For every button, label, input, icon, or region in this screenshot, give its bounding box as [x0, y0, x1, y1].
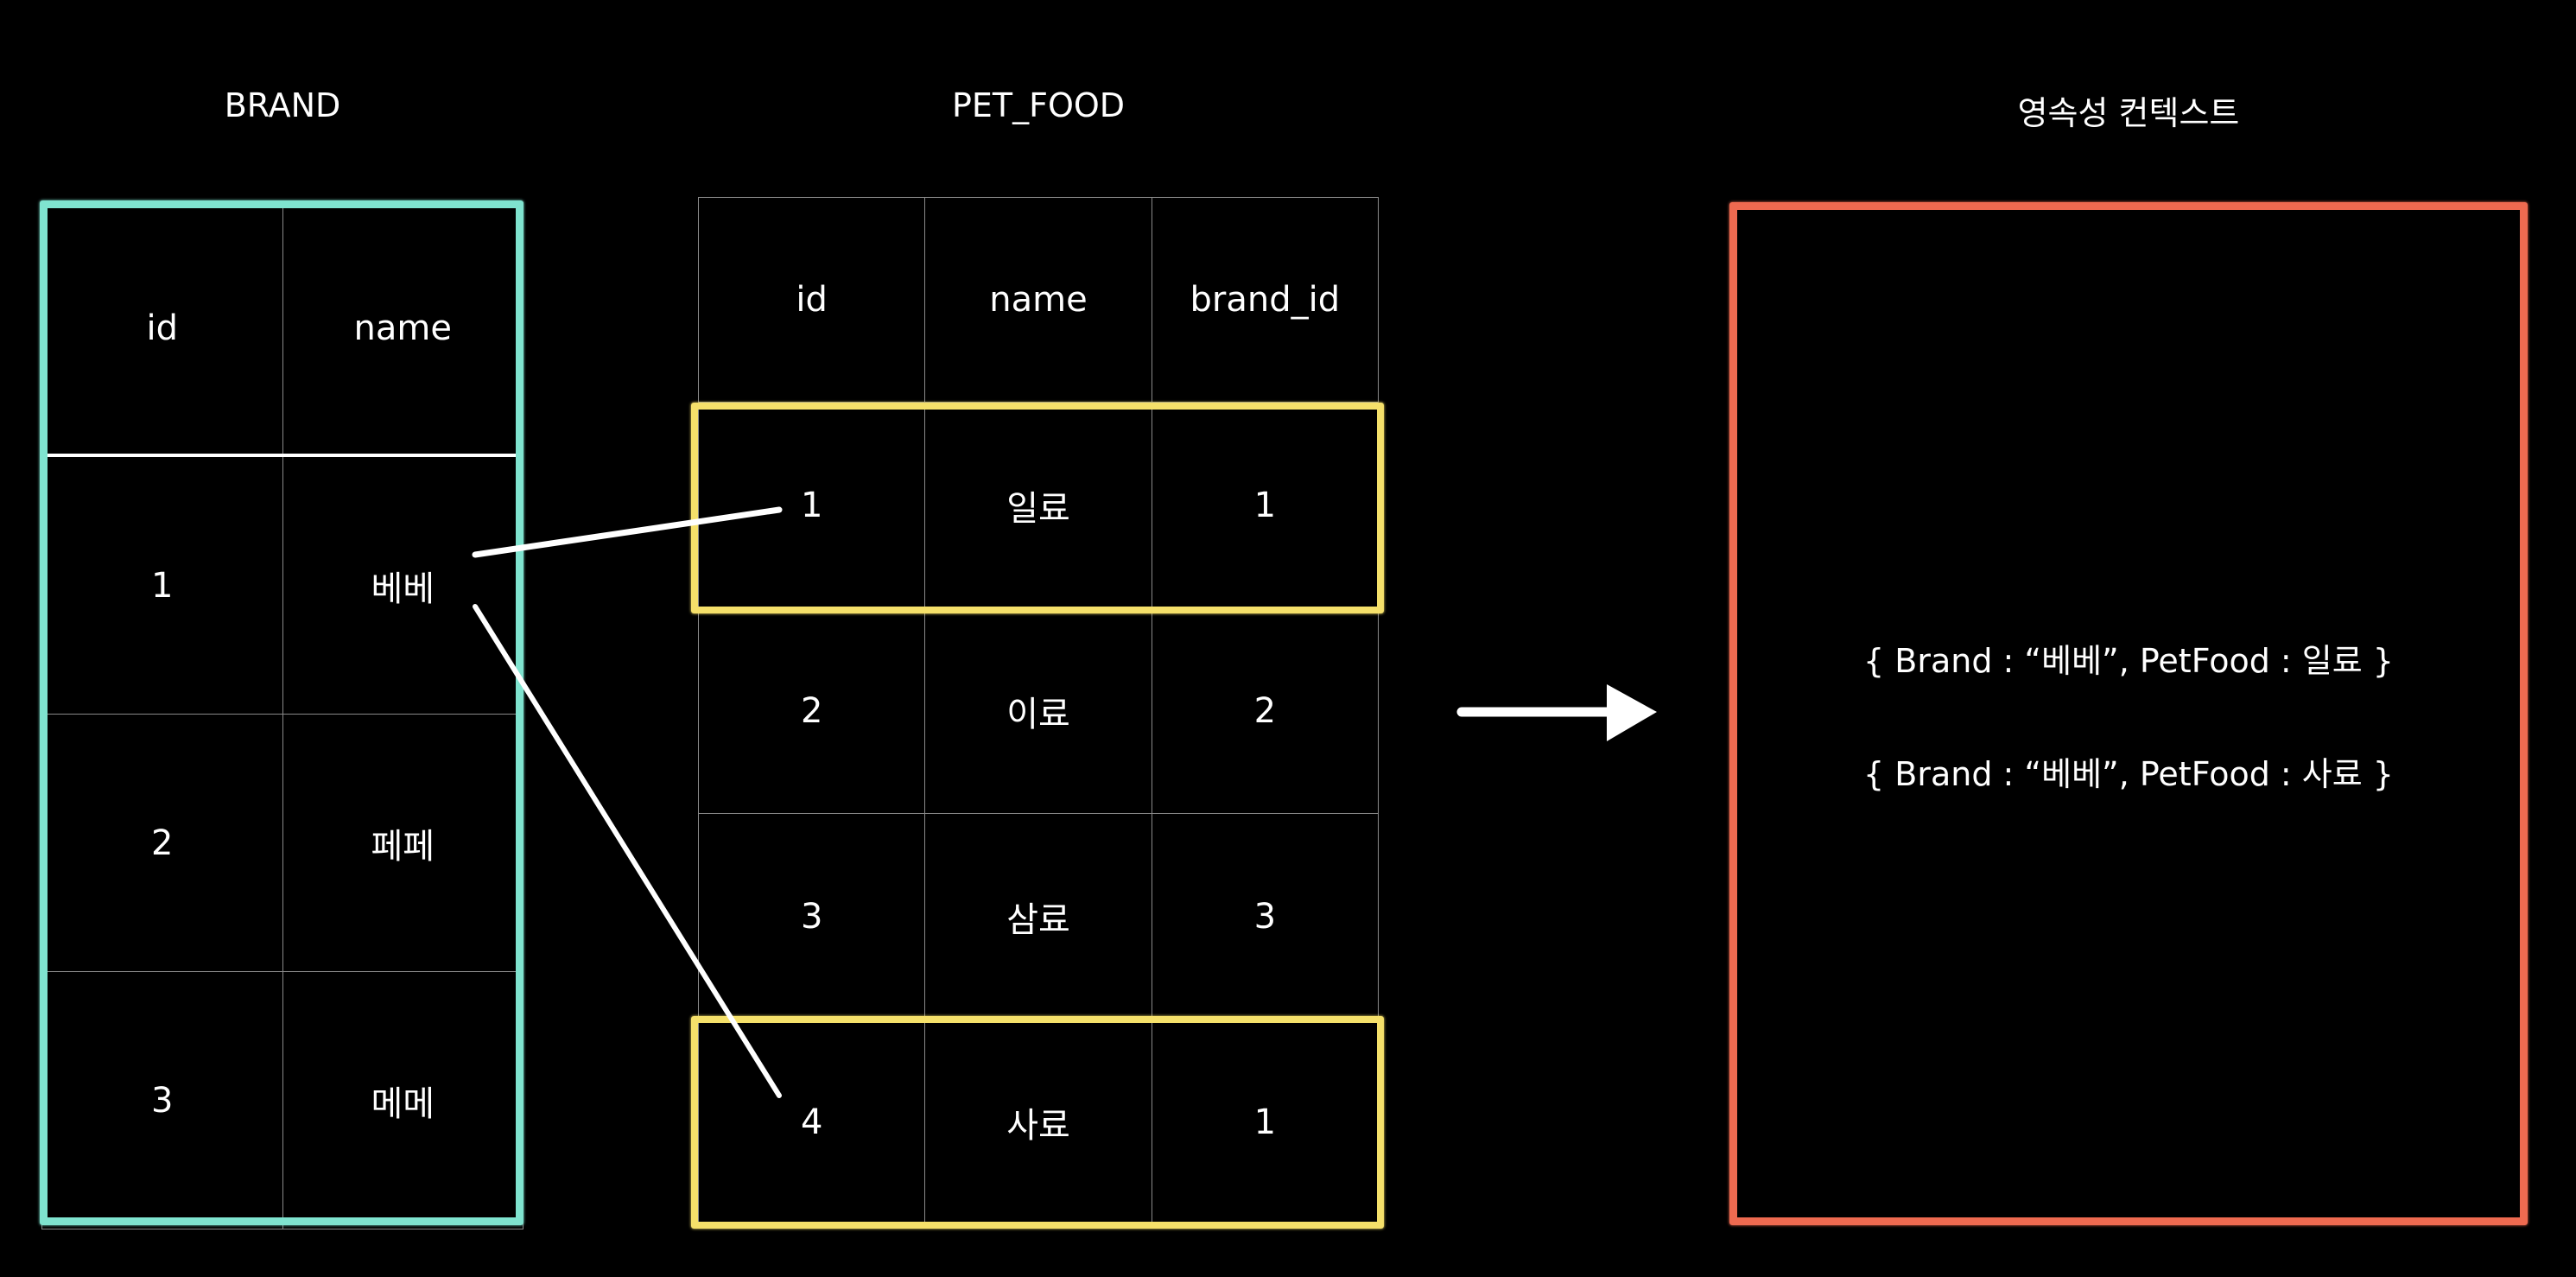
cell-brand-id: 3: [1151, 813, 1380, 1020]
cell-brand-id: 2: [1151, 607, 1380, 814]
cell-id: 4: [697, 1019, 926, 1225]
brand-table-outline: [40, 200, 523, 1225]
header-cell-brand-id: brand_id: [1151, 197, 1380, 403]
context-entry-2: { Brand : “베베”, PetFood : 사료 }: [1863, 755, 2394, 793]
table-row: 3 삼료 3: [697, 813, 1380, 1020]
cell-name: 사료: [924, 1019, 1152, 1225]
persistence-context-box: [1729, 202, 2528, 1225]
relation-line-to-row-4: [473, 604, 782, 1098]
table-row: 2 페페: [41, 714, 523, 972]
relation-line-to-row-1: [472, 506, 783, 558]
petfood-row-1-highlight: [691, 403, 1384, 613]
context-title: 영속성 컨텍스트: [2017, 94, 2240, 132]
table-row: 1 일료 1: [697, 402, 1380, 608]
cell-id: 2: [41, 714, 283, 972]
brand-table: id name 1 베베 2 페페 3 메메: [41, 202, 523, 1229]
arrow-right-icon: [1456, 684, 1657, 741]
cell-id: 3: [697, 813, 926, 1020]
cell-name: 삼료: [924, 813, 1152, 1020]
table-row: 3 메메: [41, 971, 523, 1229]
table-row: 4 사료 1: [697, 1019, 1380, 1225]
header-cell-name: name: [282, 202, 523, 457]
cell-name: 페페: [282, 714, 523, 972]
table-row: 1 베베: [41, 454, 523, 715]
petfood-table: id name brand_id 1 일료 1 2 이료 2 3 삼료 3 4 …: [697, 197, 1380, 1225]
context-entry-1: { Brand : “베베”, PetFood : 일료 }: [1863, 642, 2394, 680]
header-cell-name: name: [924, 197, 1152, 403]
cell-name: 일료: [924, 402, 1152, 608]
cell-name: 베베: [282, 454, 523, 715]
cell-id: 2: [697, 607, 926, 814]
petfood-table-title: PET_FOOD: [951, 86, 1126, 124]
table-header-row: id name: [41, 202, 523, 457]
cell-id: 1: [697, 402, 926, 608]
header-cell-id: id: [697, 197, 926, 403]
brand-table-title: BRAND: [224, 86, 341, 124]
header-cell-id: id: [41, 202, 283, 457]
petfood-row-4-highlight: [691, 1016, 1384, 1229]
cell-name: 메메: [282, 971, 523, 1229]
cell-id: 3: [41, 971, 283, 1229]
table-header-row: id name brand_id: [697, 197, 1380, 403]
